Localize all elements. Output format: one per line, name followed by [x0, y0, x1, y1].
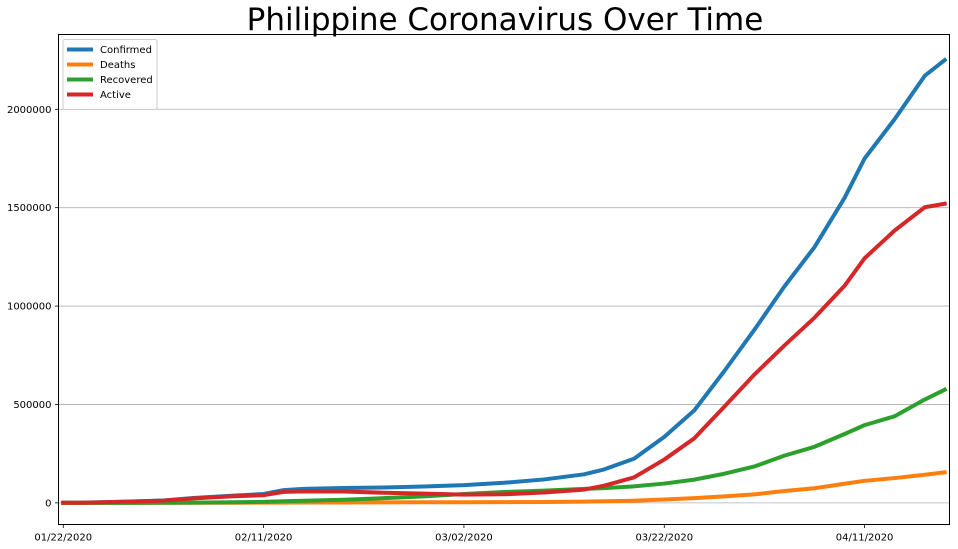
x-tick-label: 03/02/2020 [435, 533, 493, 544]
x-tick-label: 02/11/2020 [235, 533, 293, 544]
x-tick-label: 04/11/2020 [836, 533, 894, 544]
x-tick-label: 01/22/2020 [34, 533, 92, 544]
series-line-active [61, 201, 948, 505]
y-tick-label: 2000000 [7, 105, 52, 116]
legend-label: Deaths [100, 60, 135, 71]
series-line-recovered [61, 387, 948, 505]
x-axis-ticks: 01/22/2020 02/11/2020 03/02/2020 03/22/2020… [34, 524, 894, 544]
x-tick-label: 03/22/2020 [635, 533, 693, 544]
legend-box [62, 39, 158, 110]
legend: Confirmed Deaths Recovered Active [62, 39, 158, 110]
series-lines [61, 57, 948, 505]
y-tick-label: 1000000 [7, 302, 52, 313]
gridlines [58, 108, 950, 504]
plot-area-frame [58, 34, 950, 525]
y-tick-label: 500000 [13, 400, 51, 411]
legend-label: Active [100, 90, 131, 101]
chart-title: Philippine Coronavirus Over Time [247, 2, 764, 38]
legend-label: Recovered [100, 75, 153, 86]
y-axis-ticks: 0 500000 1000000 1500000 2000000 [7, 105, 59, 509]
series-line-confirmed [61, 57, 948, 505]
y-tick-label: 1500000 [7, 203, 52, 214]
y-tick-label: 0 [45, 498, 51, 509]
legend-label: Confirmed [100, 45, 152, 56]
